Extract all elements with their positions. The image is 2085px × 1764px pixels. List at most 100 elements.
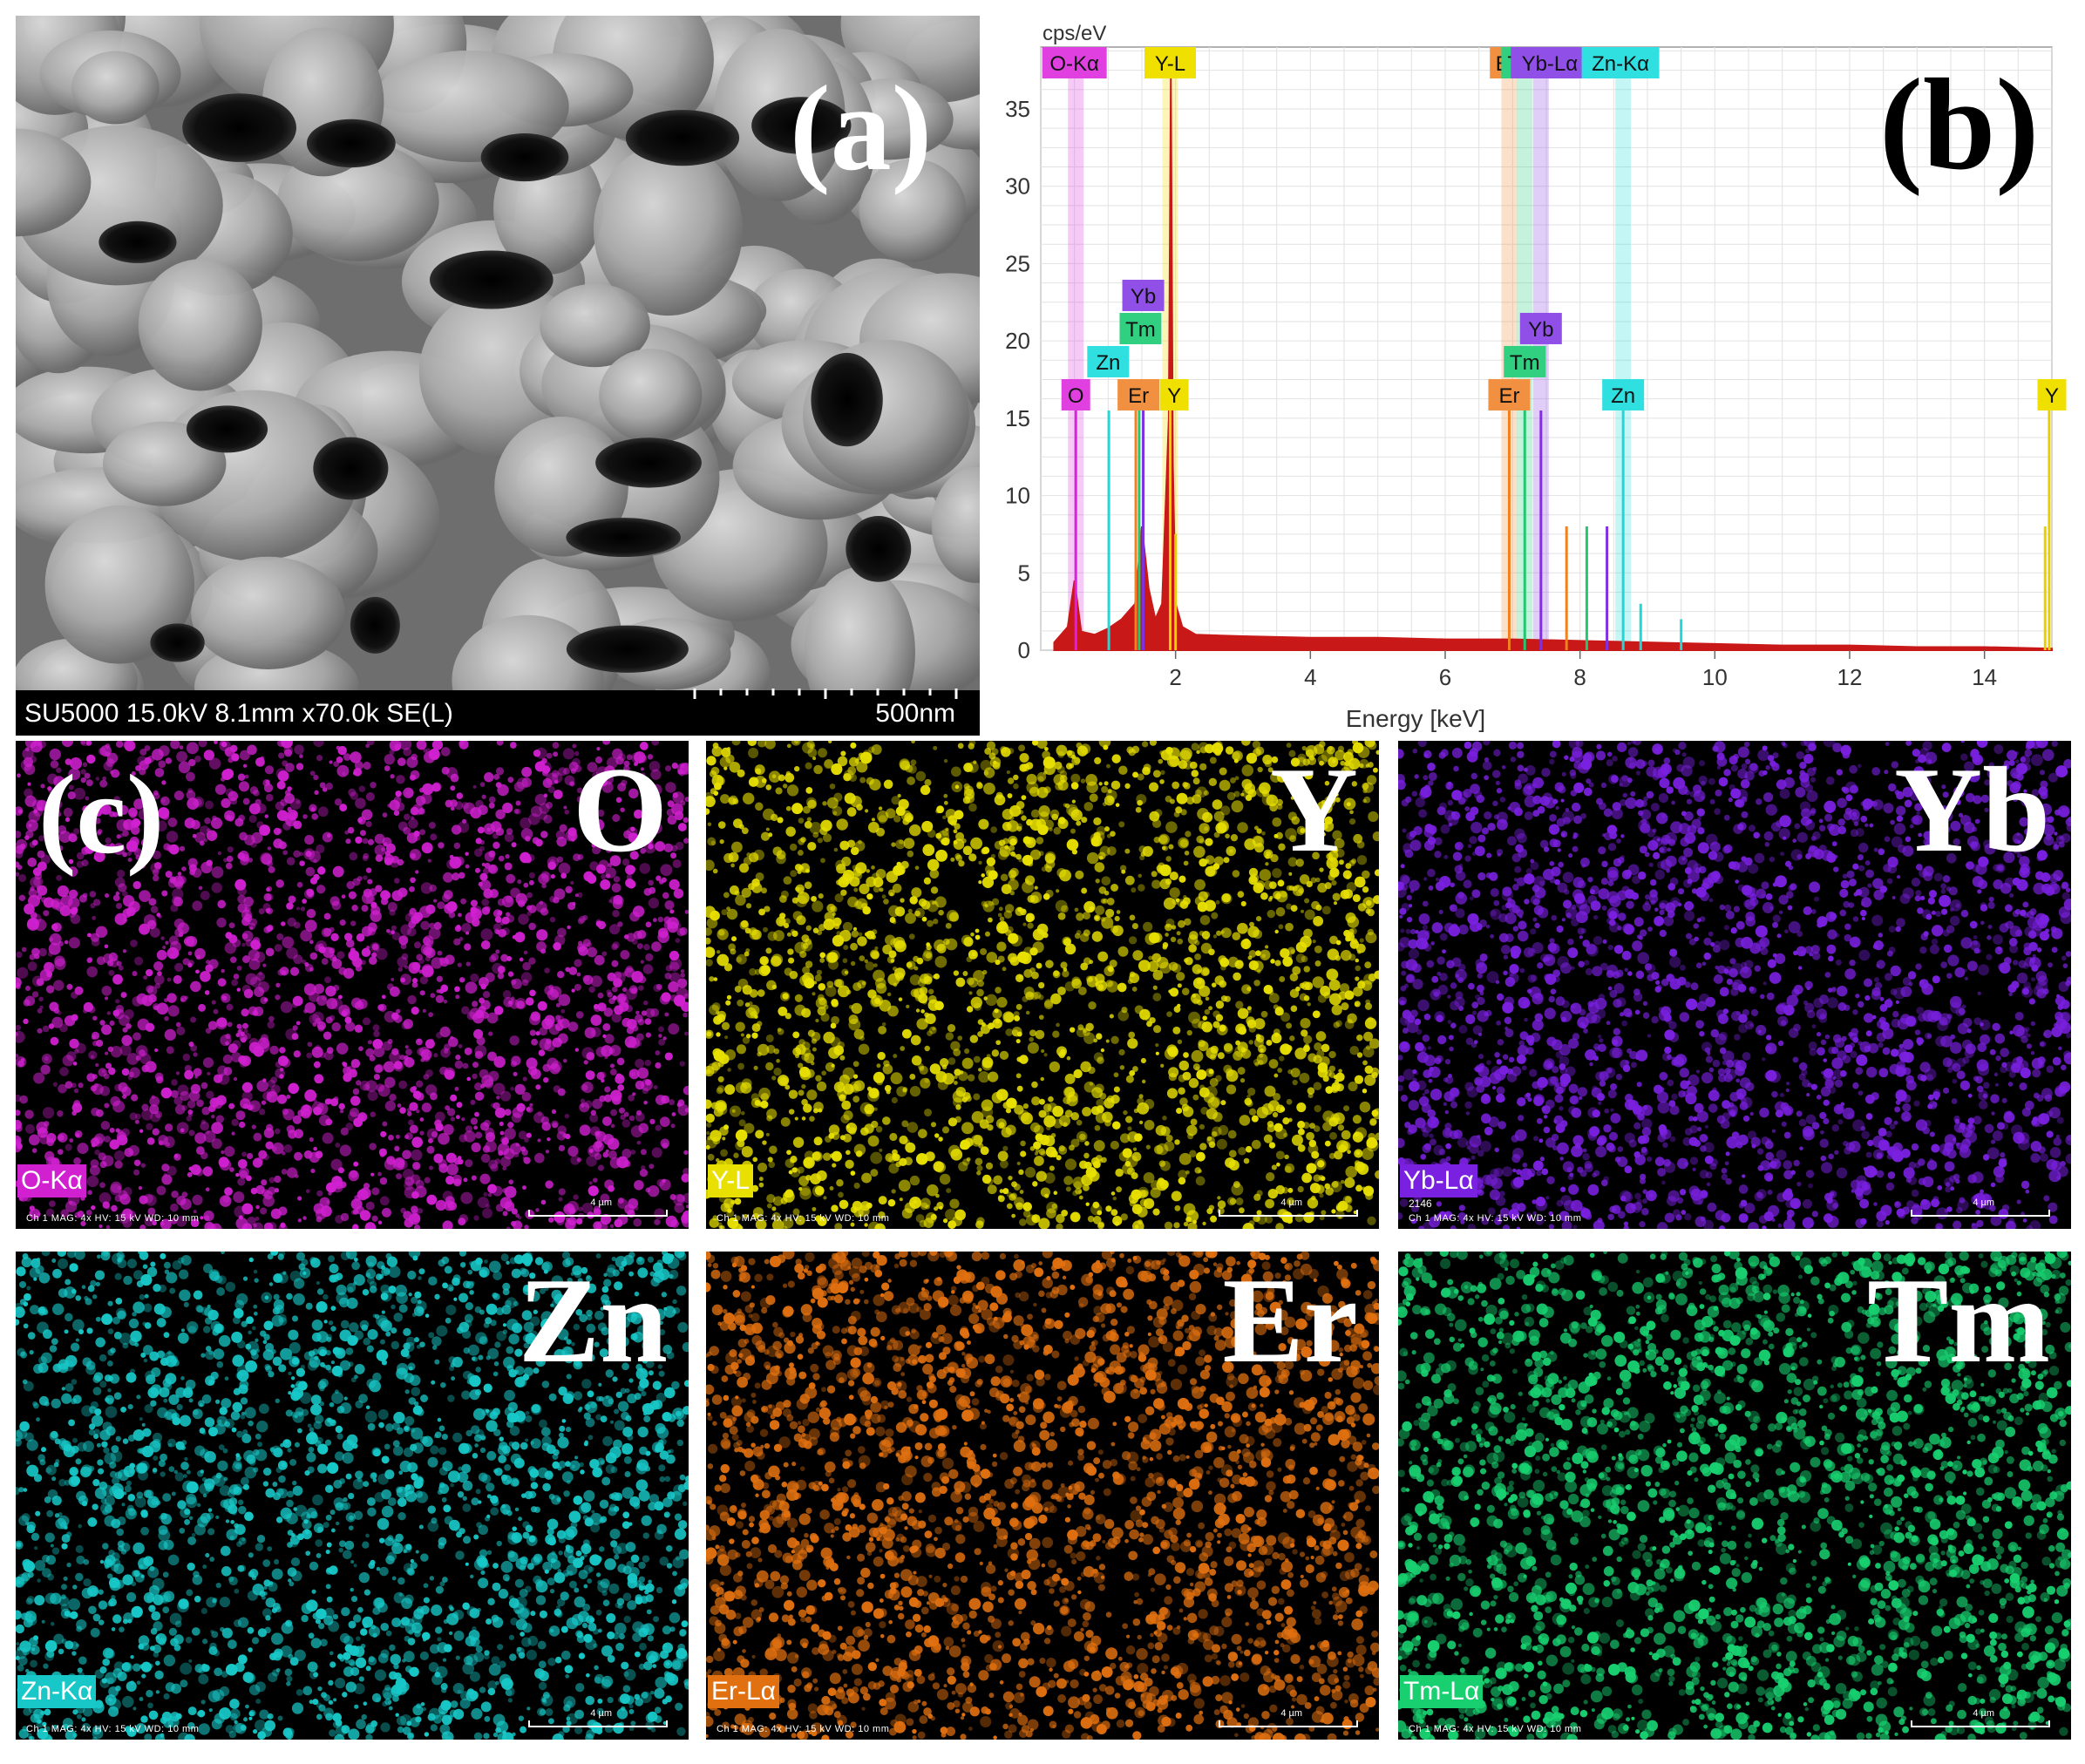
peak-label-box xyxy=(1117,378,1160,410)
peak-label-box xyxy=(1122,279,1165,311)
sem-pore xyxy=(313,437,389,500)
peak-label-box xyxy=(1119,312,1162,344)
map-scale-bar xyxy=(1219,1210,1358,1217)
sem-pore xyxy=(846,516,912,582)
sem-pore xyxy=(186,405,268,453)
eds-spectrum-chart: 2 4 6 8 10 12 14 0 5 10 15 20 25 30 35 Energy [keV] cps/… xyxy=(1005,22,2067,732)
map-scale-label: 4 µm xyxy=(1973,1197,1994,1208)
sem-grain xyxy=(138,259,262,391)
y-tick-label: 30 xyxy=(1005,173,1030,200)
map-scale-label: 4 µm xyxy=(1973,1708,1994,1719)
peak-label-box xyxy=(1602,378,1645,410)
x-tick-label: 6 xyxy=(1439,664,1451,690)
sem-pore xyxy=(350,596,400,654)
map-element-symbol: O xyxy=(573,743,668,878)
peak-label: Y xyxy=(2045,384,2059,408)
sem-pore xyxy=(566,518,681,558)
map-metadata: Ch 1 MAG: 4x HV: 15 kV WD: 10 mm xyxy=(717,1724,890,1734)
band-label: Y-L xyxy=(1155,52,1185,76)
y-tick-label: 35 xyxy=(1005,96,1030,122)
map-scale-label: 4 µm xyxy=(1280,1197,1302,1208)
panel-b-label: (b) xyxy=(1879,52,2040,197)
sem-scale-label: 500nm xyxy=(875,699,955,728)
map-scale-bar xyxy=(1219,1720,1358,1727)
map-element-symbol: Yb xyxy=(1894,743,2050,878)
sem-grain xyxy=(804,567,915,690)
map-scale-bar xyxy=(1911,1720,2050,1727)
y-tick-label: 15 xyxy=(1005,405,1030,431)
sem-scale-ticks xyxy=(693,689,958,699)
y-tick-label: 5 xyxy=(1018,560,1030,586)
x-tick-label: 14 xyxy=(1972,664,1997,690)
element-map-o: O O-Kα Ch 1 MAG: 4x HV: 15 kV WD: 10 mm 4 µ… xyxy=(16,741,689,1229)
band-label: Yb-Lα xyxy=(1522,52,1579,76)
sem-pore xyxy=(182,93,296,162)
y-tick-label: 10 xyxy=(1005,483,1030,509)
peak-label-box xyxy=(1504,345,1546,377)
element-map-tm: Tm Tm-Lα Ch 1 MAG: 4x HV: 15 kV WD: 10 mm 4… xyxy=(1398,1252,2071,1740)
sem-pore xyxy=(811,352,883,447)
map-scale-label: 4 µm xyxy=(590,1197,612,1208)
sem-grain xyxy=(44,505,195,664)
map-metadata: Ch 1 MAG: 4x HV: 15 kV WD: 10 mm xyxy=(26,1213,200,1224)
sem-grain xyxy=(593,143,744,316)
band-label-box xyxy=(1581,47,1660,78)
map-metadata: Ch 1 MAG: 4x HV: 15 kV WD: 10 mm xyxy=(1409,1724,1582,1734)
sem-grain xyxy=(859,159,967,262)
sem-pore xyxy=(566,625,689,673)
map-metadata: Ch 1 MAG: 4x HV: 15 kV WD: 10 mm xyxy=(1409,1213,1582,1224)
band-label: O-Kα xyxy=(1049,52,1099,76)
x-tick-label: 8 xyxy=(1573,664,1586,690)
peak-label: Tm xyxy=(1510,351,1540,375)
peak-label-box xyxy=(2037,378,2067,410)
element-map-y: Y Y-L Ch 1 MAG: 4x HV: 15 kV WD: 10 mm 4 µm xyxy=(706,741,1379,1229)
x-tick-label: 10 xyxy=(1702,664,1728,690)
x-tick-label: 2 xyxy=(1169,664,1181,690)
map-scale-label: 4 µm xyxy=(590,1708,612,1719)
band-label-box xyxy=(1511,47,1589,78)
map-scale-bar xyxy=(528,1720,668,1727)
map-dots xyxy=(706,1252,1379,1740)
map-dots xyxy=(16,741,689,1229)
map-scale-bar xyxy=(528,1210,668,1217)
band-label: Zn-Kα xyxy=(1592,52,1649,76)
element-map-er: Er Er-Lα Ch 1 MAG: 4x HV: 15 kV WD: 10 mm 4… xyxy=(706,1252,1379,1740)
sem-grain xyxy=(931,466,980,583)
map-element-symbol: Zn xyxy=(518,1253,668,1388)
map-dots xyxy=(1398,1252,2071,1740)
map-scale-label: 4 µm xyxy=(1280,1708,1302,1719)
panel-c-label: (c) xyxy=(38,752,165,878)
peak-label: Zn xyxy=(1096,351,1120,375)
peak-label: Yb xyxy=(1131,285,1156,309)
map-element-symbol: Y xyxy=(1269,743,1358,878)
peak-label-box xyxy=(1159,378,1189,410)
sem-grain xyxy=(71,51,160,125)
sem-pore xyxy=(429,250,554,309)
map-line-tag: Y-L xyxy=(708,1164,753,1197)
sem-pore xyxy=(98,220,177,263)
peak-label-box xyxy=(1087,345,1130,377)
element-band xyxy=(1615,47,1632,650)
map-metadata: Ch 1 MAG: 4x HV: 15 kV WD: 10 mm xyxy=(26,1724,200,1734)
sem-pore xyxy=(625,110,740,166)
map-scale-bar xyxy=(1911,1210,2050,1217)
y-tick-label: 20 xyxy=(1005,328,1030,354)
map-line-tag: Er-Lα xyxy=(708,1675,780,1708)
sem-pore xyxy=(595,438,702,488)
x-axis-label: Energy [keV] xyxy=(1346,705,1485,732)
sem-info-text: SU5000 15.0kV 8.1mm x70.0k SE(L) xyxy=(24,699,453,728)
x-tick-label: 4 xyxy=(1304,664,1316,690)
peak-label: Zn xyxy=(1611,384,1635,408)
map-line-tag: O-Kα xyxy=(17,1164,86,1197)
sem-image-panel: (a) SU5000 15.0kV 8.1mm x70.0k SE(L) 500… xyxy=(16,16,980,736)
sem-pore xyxy=(150,623,205,662)
band-label-box xyxy=(1042,47,1107,78)
map-element-symbol: Tm xyxy=(1867,1253,2050,1388)
peak-label-box xyxy=(1488,378,1531,410)
map-metadata: Ch 1 MAG: 4x HV: 15 kV WD: 10 mm xyxy=(717,1213,890,1224)
eds-spectrum-panel: 2 4 6 8 10 12 14 0 5 10 15 20 25 30 35 Energy [keV] cps/… xyxy=(980,16,2085,736)
sem-micrograph xyxy=(16,16,980,690)
sem-grain xyxy=(540,283,650,368)
sem-info-bar: SU5000 15.0kV 8.1mm x70.0k SE(L) 500nm xyxy=(16,689,980,736)
element-map-zn: Zn Zn-Kα Ch 1 MAG: 4x HV: 15 kV WD: 10 mm 4… xyxy=(16,1252,689,1740)
